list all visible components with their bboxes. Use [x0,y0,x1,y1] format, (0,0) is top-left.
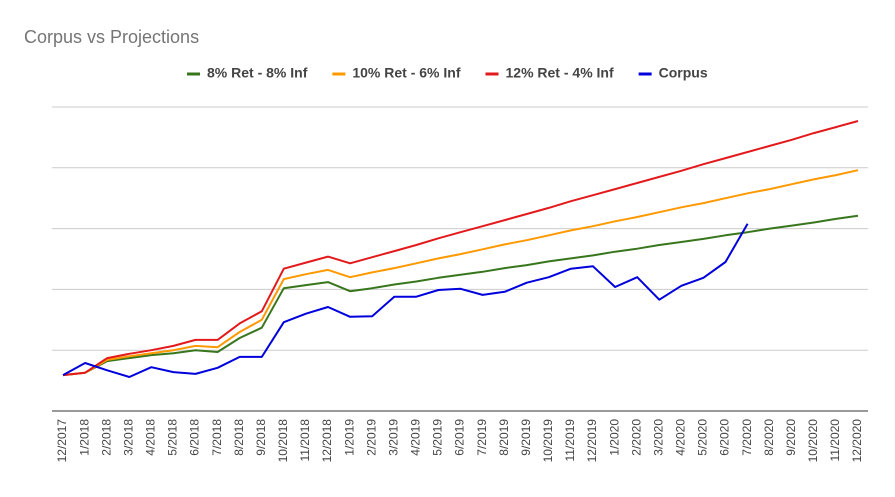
x-tick-label: 2/2020 [629,419,643,456]
x-tick-label: 8/2018 [232,419,246,456]
x-tick-label: 1/2018 [77,419,91,456]
x-tick-label: 6/2018 [188,419,202,456]
x-tick-label: 12/2018 [320,419,334,463]
x-tick-label: 5/2019 [431,419,445,456]
x-tick-label: 2/2018 [99,419,113,456]
x-tick-label: 9/2020 [784,419,798,456]
series-line [62,223,749,378]
x-tick-label: 11/2019 [563,419,577,462]
x-tick-label: 10/2019 [541,419,555,463]
series-line [62,120,859,377]
x-tick-label: 11/2020 [828,419,842,462]
x-tick-label: 12/2020 [850,419,864,463]
x-tick-label: 6/2020 [718,419,732,456]
legend-label: Corpus [659,65,708,81]
legend-label: 8% Ret - 8% Inf [207,65,308,81]
x-tick-label: 10/2018 [276,419,290,463]
series-line [62,214,859,377]
x-tick-label: 5/2018 [166,419,180,456]
x-tick-label: 1/2019 [342,419,356,456]
x-tick-label: 8/2019 [497,419,511,456]
x-tick-label: 7/2020 [740,419,754,456]
x-tick-label: 8/2020 [762,419,776,456]
x-tick-label: 4/2020 [674,419,688,456]
legend-label: 10% Ret - 6% Inf [352,65,460,81]
x-tick-label: 9/2018 [254,419,268,456]
x-tick-label: 11/2018 [298,419,312,462]
x-tick-label: 3/2019 [386,419,400,456]
x-tick-label: 4/2019 [409,419,423,456]
x-tick-label: 7/2019 [475,419,489,456]
x-tick-label: 10/2020 [806,419,820,463]
x-tick-label: 1/2020 [607,419,621,456]
legend-label: 12% Ret - 4% Inf [506,65,614,81]
x-tick-label: 3/2018 [121,419,135,456]
x-tick-label: 3/2020 [651,419,665,456]
chart-title: Corpus vs Projections [24,27,199,47]
x-tick-label: 7/2018 [210,419,224,456]
series-line [62,169,859,377]
x-tick-label: 12/2019 [585,419,599,463]
x-tick-label: 4/2018 [144,419,158,456]
x-tick-label: 5/2020 [696,419,710,456]
x-tick-label: 12/2017 [55,419,69,463]
x-tick-label: 9/2019 [519,419,533,456]
x-tick-label: 2/2019 [364,419,378,456]
x-tick-label: 6/2019 [453,419,467,456]
